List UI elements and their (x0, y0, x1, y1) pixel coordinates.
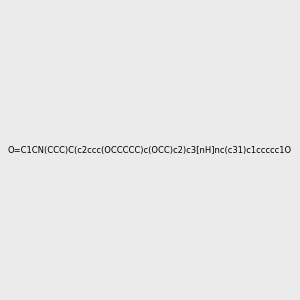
Text: O=C1CN(CCC)C(c2ccc(OCCCCC)c(OCC)c2)c3[nH]nc(c31)c1ccccc1O: O=C1CN(CCC)C(c2ccc(OCCCCC)c(OCC)c2)c3[nH… (8, 146, 292, 154)
